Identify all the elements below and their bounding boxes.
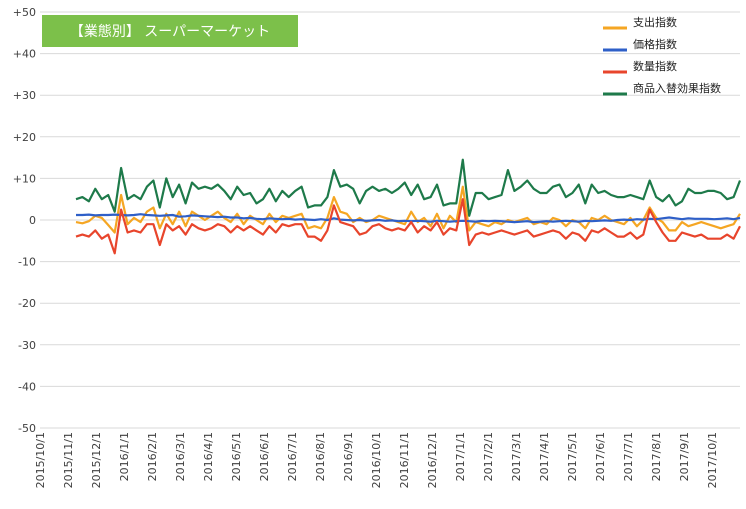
x-tick-label: 2016/10/1 — [370, 432, 383, 488]
y-tick-label: +50 — [13, 6, 36, 19]
chart-title: 【業態別】 スーパーマーケット — [70, 24, 270, 40]
y-tick-label: -20 — [18, 297, 36, 310]
x-tick-label: 2016/7/1 — [286, 432, 299, 481]
x-tick-label: 2016/11/1 — [398, 432, 411, 488]
y-tick-label: +10 — [13, 172, 36, 185]
y-tick-label: 0 — [29, 214, 36, 227]
x-tick-label: 2017/2/1 — [482, 432, 495, 481]
series-line — [75, 198, 741, 255]
x-tick-label: 2016/5/1 — [230, 432, 243, 481]
x-tick-label: 2017/4/1 — [538, 432, 551, 481]
y-axis-tick-labels: +50 +40 +30 +20 +10 0 -10 -20 -30 -40 -50 — [13, 6, 36, 435]
legend-label: 支出指数 — [633, 15, 677, 29]
x-tick-label: 2015/10/1 — [34, 432, 47, 488]
x-tick-label: 2016/2/1 — [146, 432, 159, 481]
x-tick-label: 2016/1/1 — [118, 432, 131, 481]
x-tick-label: 2017/8/1 — [650, 432, 663, 481]
x-tick-label: 2016/3/1 — [174, 432, 187, 481]
chart-title-box: 【業態別】 スーパーマーケット — [42, 15, 298, 47]
x-tick-label: 2017/5/1 — [566, 432, 579, 481]
y-tick-label: -10 — [18, 256, 36, 269]
x-tick-label: 2017/3/1 — [510, 432, 523, 481]
legend-label: 価格指数 — [633, 37, 677, 51]
y-tick-label: +20 — [13, 131, 36, 144]
x-tick-label: 2016/9/1 — [342, 432, 355, 481]
series-line — [75, 158, 742, 217]
series-lines — [75, 158, 742, 255]
x-tick-label: 2016/12/1 — [426, 432, 439, 488]
legend-label: 数量指数 — [633, 59, 677, 73]
x-tick-label: 2017/7/1 — [622, 432, 635, 481]
x-tick-label: 2017/10/1 — [706, 432, 719, 488]
y-tick-label: +30 — [13, 89, 36, 102]
y-tick-label: -40 — [18, 380, 36, 393]
x-tick-label: 2016/4/1 — [202, 432, 215, 481]
x-tick-label: 2017/9/1 — [678, 432, 691, 481]
x-tick-label: 2015/12/1 — [90, 432, 103, 488]
y-tick-label: -30 — [18, 339, 36, 352]
y-tick-label: -50 — [18, 422, 36, 435]
chart-title-background — [42, 15, 298, 47]
x-tick-label: 2017/6/1 — [594, 432, 607, 481]
series-line — [76, 213, 741, 224]
legend-label: 商品入替効果指数 — [633, 81, 721, 95]
x-tick-label: 2016/6/1 — [258, 432, 271, 481]
x-tick-label: 2015/11/1 — [62, 432, 75, 488]
y-tick-label: +40 — [13, 48, 36, 61]
x-tick-label: 2016/8/1 — [314, 432, 327, 481]
x-axis-tick-labels: 2015/10/1 2015/11/1 2015/12/1 2016/1/1 2016/… — [34, 432, 719, 488]
x-tick-label: 2017/1/1 — [454, 432, 467, 481]
